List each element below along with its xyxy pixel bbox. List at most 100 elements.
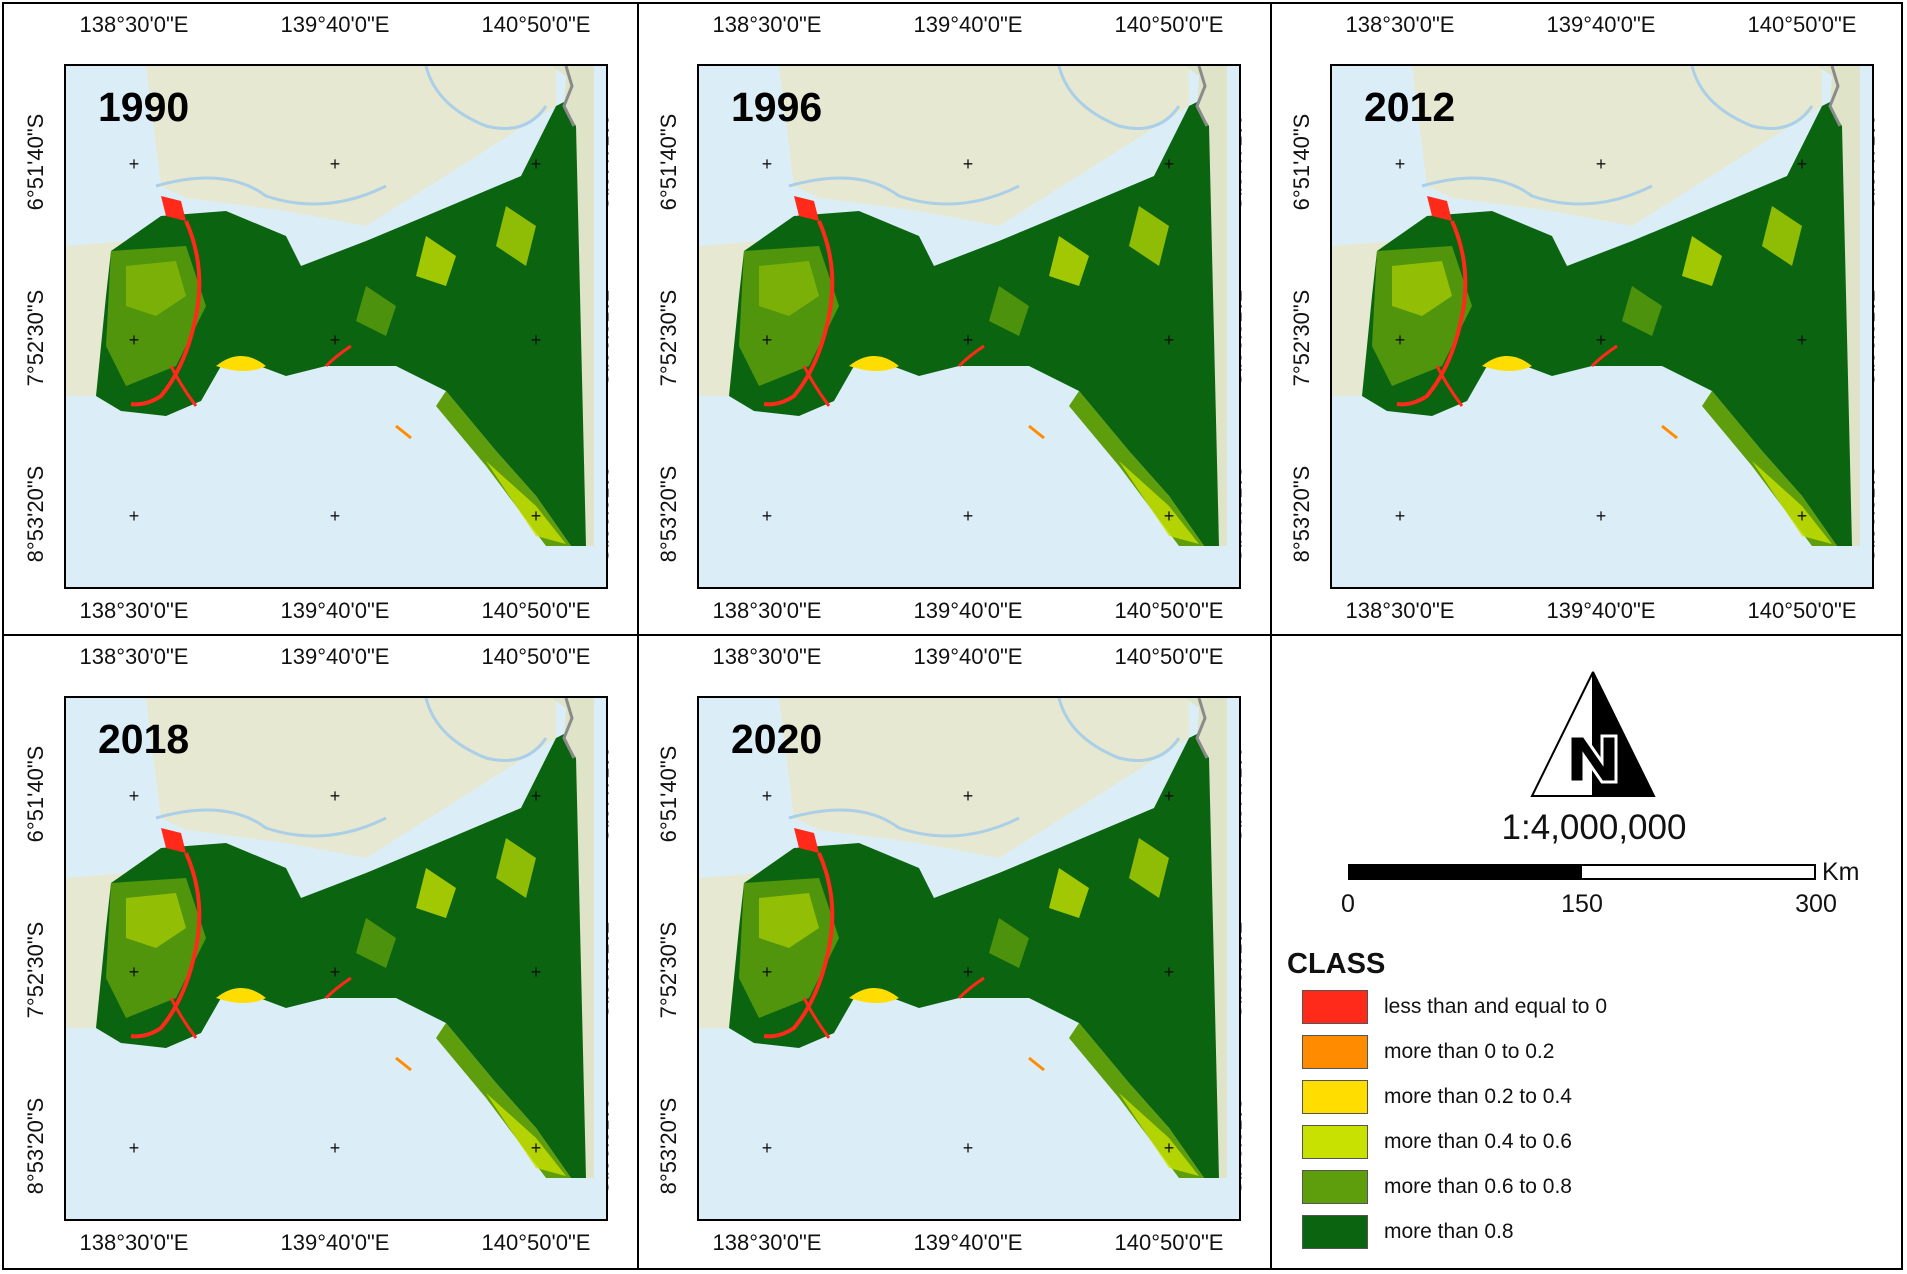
latitude-tick-left: 6°51'40"S: [656, 745, 681, 843]
map-frame: [64, 64, 608, 589]
longitude-tick-bottom: 139°40'0"E: [280, 598, 390, 623]
graticule-cross: +: [962, 962, 974, 982]
longitude-tick-bottom: 140°50'0"E: [481, 1230, 591, 1255]
longitude-tick-bottom: 138°30'0"E: [79, 1230, 189, 1255]
graticule-cross: +: [1163, 330, 1175, 350]
graticule-cross: +: [1163, 786, 1175, 806]
graticule-cross: +: [1595, 154, 1607, 174]
legend-label: more than 0.2 to 0.4: [1384, 1085, 1572, 1108]
scale-ratio: 1:4,000,000: [1501, 808, 1687, 847]
longitude-tick-bottom: 140°50'0"E: [1747, 598, 1857, 623]
latitude-tick-left: 8°53'20"S: [23, 1097, 48, 1195]
legend-swatch: [1302, 1170, 1368, 1204]
latitude-tick-left: 7°52'30"S: [656, 921, 681, 1019]
graticule-cross: +: [530, 962, 542, 982]
graticule-cross: +: [128, 154, 140, 174]
longitude-tick-bottom: 139°40'0"E: [913, 598, 1023, 623]
panel-year-label: 1990: [98, 84, 190, 130]
longitude-tick-top: 139°40'0"E: [913, 12, 1023, 37]
longitude-tick-bottom: 139°40'0"E: [1546, 598, 1656, 623]
graticule-cross: +: [530, 786, 542, 806]
panel-year-label: 2020: [731, 716, 823, 762]
graticule-cross: +: [530, 154, 542, 174]
legend-swatch: [1302, 990, 1368, 1024]
latitude-tick-left: 6°51'40"S: [656, 113, 681, 211]
graticule-cross: +: [128, 1138, 140, 1158]
graticule-cross: +: [1163, 1138, 1175, 1158]
longitude-tick-top: 140°50'0"E: [1114, 644, 1224, 669]
latitude-tick-left: 8°53'20"S: [23, 465, 48, 563]
scale-label-150: 150: [1561, 890, 1603, 918]
graticule-cross: +: [329, 154, 341, 174]
longitude-tick-top: 140°50'0"E: [481, 644, 591, 669]
graticule-cross: +: [1163, 962, 1175, 982]
graticule-cross: +: [329, 330, 341, 350]
scale-unit: Km: [1822, 858, 1860, 886]
longitude-tick-top: 138°30'0"E: [712, 12, 822, 37]
graticule-cross: +: [530, 330, 542, 350]
graticule-cross: +: [761, 1138, 773, 1158]
graticule-cross: +: [128, 962, 140, 982]
latitude-tick-left: 8°53'20"S: [656, 465, 681, 563]
longitude-tick-bottom: 138°30'0"E: [712, 598, 822, 623]
latitude-tick-left: 7°52'30"S: [23, 289, 48, 387]
map-panel-2020: 138°30'0"E 138°30'0"E 139°40'0"E 139°40'0"E…: [635, 634, 1268, 1266]
map-panel-2018: 138°30'0"E 138°30'0"E 139°40'0"E 139°40'0"E…: [2, 634, 635, 1266]
graticule-cross: +: [962, 1138, 974, 1158]
longitude-tick-top: 139°40'0"E: [913, 644, 1023, 669]
graticule-cross: +: [1796, 506, 1808, 526]
graticule-cross: +: [761, 962, 773, 982]
map-frame: [1330, 64, 1874, 589]
graticule-cross: +: [1163, 506, 1175, 526]
legend-swatch: [1302, 1080, 1368, 1114]
longitude-tick-top: 140°50'0"E: [1747, 12, 1857, 37]
graticule-cross: +: [761, 786, 773, 806]
scale-label-300: 300: [1795, 890, 1837, 918]
legend-swatch: [1302, 1125, 1368, 1159]
longitude-tick-bottom: 139°40'0"E: [280, 1230, 390, 1255]
graticule-cross: +: [1394, 330, 1406, 350]
graticule-cross: +: [329, 962, 341, 982]
latitude-tick-left: 7°52'30"S: [656, 289, 681, 387]
map-frame: [697, 64, 1241, 589]
longitude-tick-top: 138°30'0"E: [79, 12, 189, 37]
graticule-cross: +: [1163, 154, 1175, 174]
graticule-cross: +: [1394, 506, 1406, 526]
legend-label: more than 0.4 to 0.6: [1384, 1130, 1572, 1153]
legend-label: more than 0.6 to 0.8: [1384, 1175, 1572, 1198]
graticule-cross: +: [962, 786, 974, 806]
graticule-cross: +: [329, 786, 341, 806]
latitude-tick-left: 6°51'40"S: [23, 745, 48, 843]
panel-year-label: 1996: [731, 84, 823, 130]
column-divider-2: [1270, 2, 1272, 1270]
longitude-tick-top: 140°50'0"E: [481, 12, 591, 37]
latitude-tick-left: 6°51'40"S: [23, 113, 48, 211]
north-arrow-icon: N: [1528, 668, 1658, 800]
latitude-tick-left: 7°52'30"S: [1289, 289, 1314, 387]
panel-year-label: 2012: [1364, 84, 1456, 130]
map-panel-2012: 138°30'0"E 138°30'0"E 139°40'0"E 139°40'0"E…: [1268, 2, 1901, 634]
graticule-cross: +: [530, 506, 542, 526]
longitude-tick-top: 138°30'0"E: [712, 644, 822, 669]
graticule-cross: +: [128, 786, 140, 806]
graticule-cross: +: [1796, 330, 1808, 350]
graticule-cross: +: [1394, 154, 1406, 174]
longitude-tick-bottom: 138°30'0"E: [712, 1230, 822, 1255]
legend-label: more than 0 to 0.2: [1384, 1040, 1555, 1063]
row-divider: [2, 634, 1903, 636]
scale-label-0: 0: [1341, 890, 1355, 918]
latitude-tick-left: 8°53'20"S: [656, 1097, 681, 1195]
graticule-cross: +: [761, 330, 773, 350]
longitude-tick-top: 139°40'0"E: [280, 644, 390, 669]
graticule-cross: +: [962, 154, 974, 174]
longitude-tick-top: 138°30'0"E: [79, 644, 189, 669]
scale-bar: [1348, 864, 1816, 880]
map-panel-1990: 138°30'0"E 138°30'0"E 139°40'0"E 139°40'0"E…: [2, 2, 635, 634]
graticule-cross: +: [962, 330, 974, 350]
graticule-cross: +: [329, 1138, 341, 1158]
latitude-tick-left: 6°51'40"S: [1289, 113, 1314, 211]
longitude-tick-top: 139°40'0"E: [1546, 12, 1656, 37]
column-divider-1: [637, 2, 639, 1270]
legend-swatch: [1302, 1215, 1368, 1249]
graticule-cross: +: [962, 506, 974, 526]
